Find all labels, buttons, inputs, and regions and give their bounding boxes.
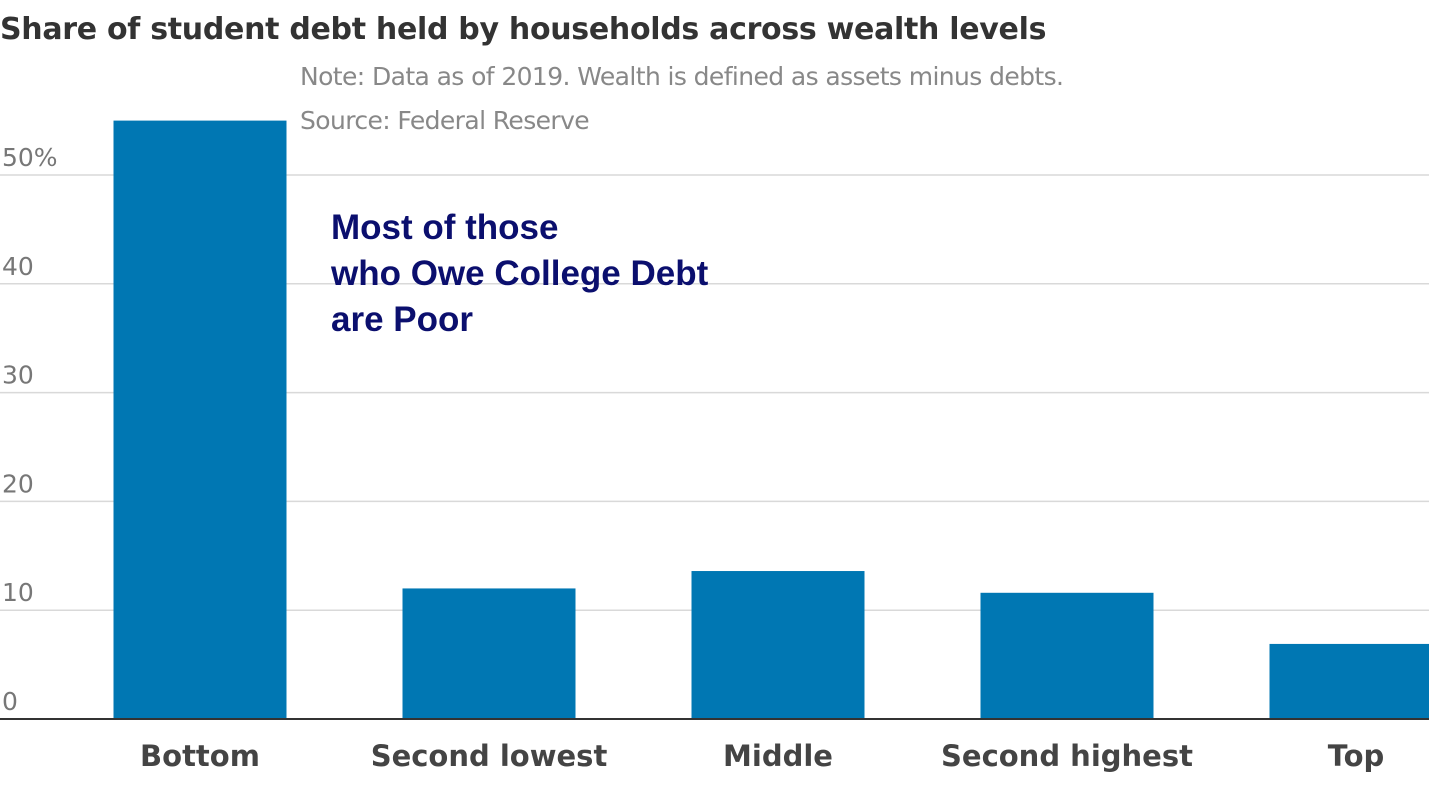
y-tick-label: 40 [2,252,34,281]
bar [1269,643,1429,719]
bar [691,571,865,719]
y-tick-label: 10 [2,578,34,607]
x-category-label: Second lowest [371,739,608,773]
annotation-line: who Owe College Debt [331,254,709,293]
chart-title: Share of student debt held by households… [0,12,1047,47]
y-tick-label: 0 [2,687,18,716]
bar [980,592,1154,719]
x-category-label: Middle [723,739,833,773]
y-tick-label: 30 [2,361,34,390]
x-category-label: Second highest [941,739,1193,773]
bar [113,120,287,720]
chart-annotation: Most of those who Owe College Debt are P… [331,205,708,343]
x-category-label: Top [1328,739,1385,773]
y-tick-label: 50% [2,143,58,172]
chart-source: Source: Federal Reserve [300,106,590,135]
chart-note: Note: Data as of 2019. Wealth is defined… [300,62,1064,91]
annotation-line: Most of those [331,208,559,247]
annotation-line: are Poor [331,300,473,339]
axes: 0 10 20 30 40 50% Bottom Second lowest Middle Sec… [0,143,1429,773]
x-category-label: Bottom [140,739,260,773]
bars [113,120,1429,720]
bar [402,588,576,719]
y-tick-label: 20 [2,469,34,498]
